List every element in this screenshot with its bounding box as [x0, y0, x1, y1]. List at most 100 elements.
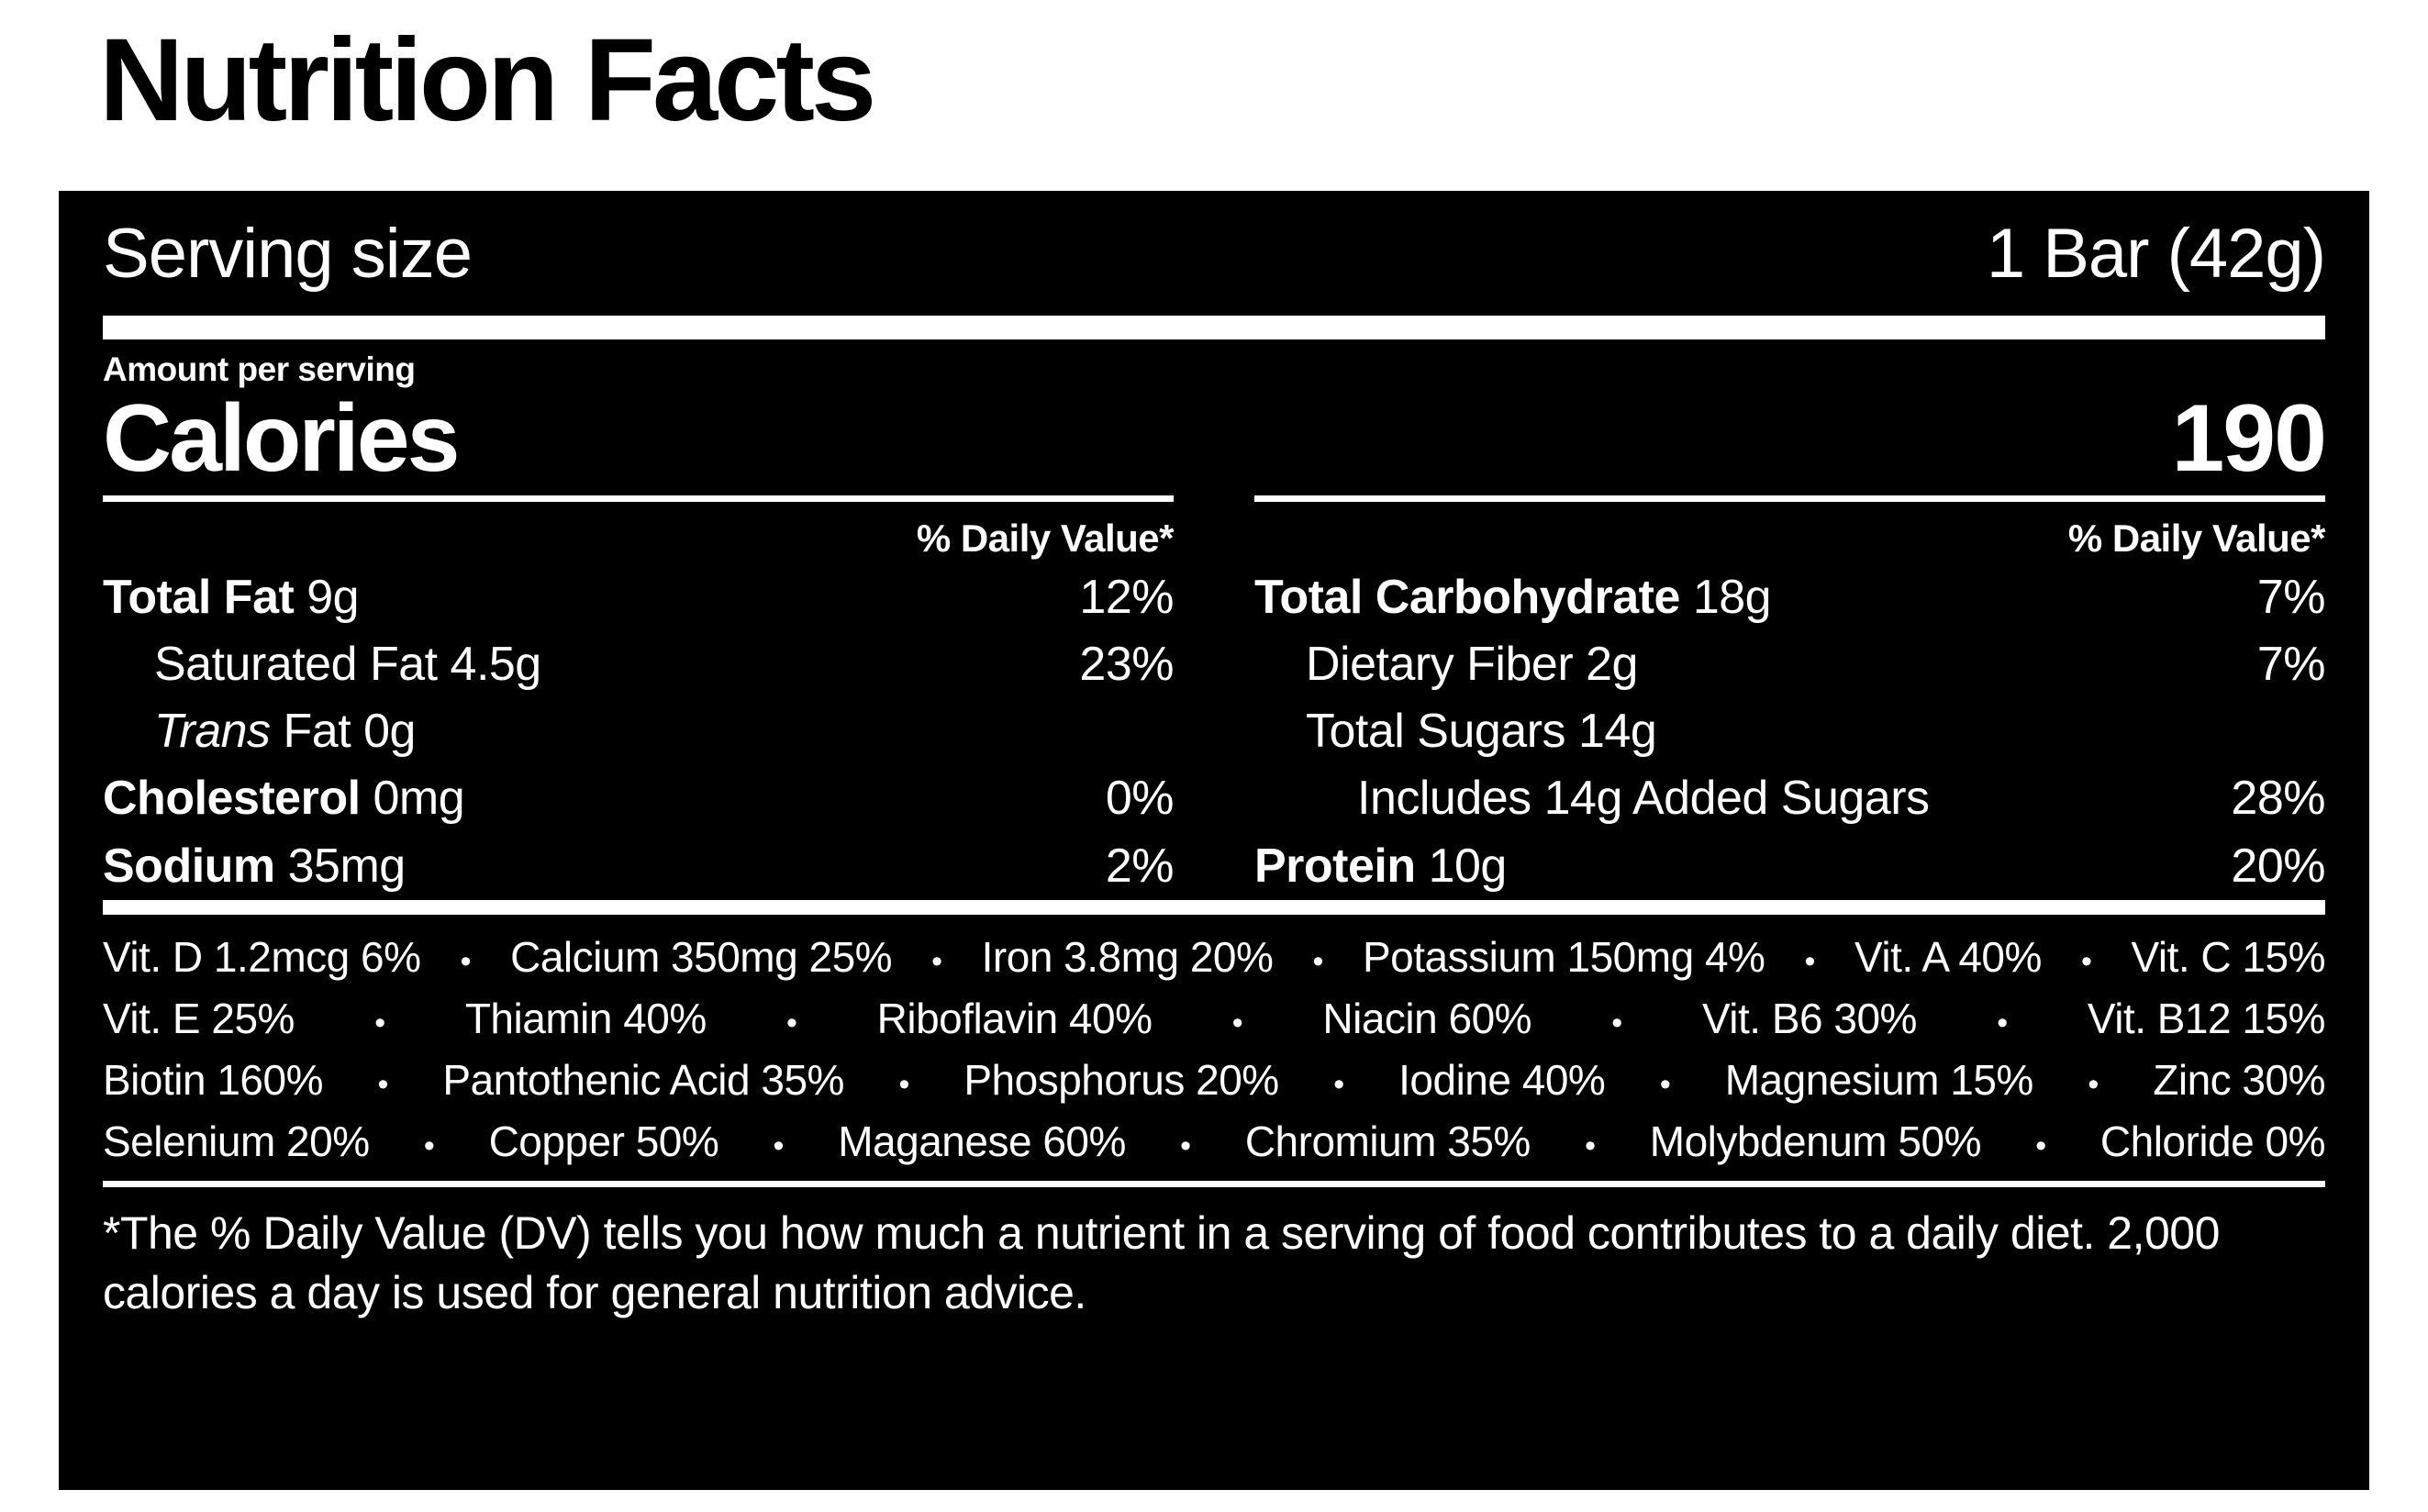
vitamin-mineral-grid: Vit. D 1.2mcg 6% • Calcium 350mg 25% • Iron …: [103, 915, 2325, 1181]
nutrient-name: Total Sugars 14g: [1306, 705, 1657, 759]
right-nutrient-rows: Total Carbohydrate 18g 7% Dietary Fiber 2g…: [1254, 564, 2326, 900]
serving-size-label: Serving size: [103, 214, 473, 293]
vitamin-item: Vit. B6 30%: [1701, 994, 1918, 1042]
vitamin-item: Iodine 40%: [1398, 1055, 1606, 1104]
bullet-separator: •: [2035, 1128, 2046, 1163]
nutrient-daily-value: 28%: [2231, 772, 2325, 826]
daily-value-footnote: *The % Daily Value (DV) tells you how mu…: [103, 1206, 2220, 1318]
vitamin-item: Vit. C 15%: [2131, 932, 2326, 981]
vitamin-item: Maganese 60%: [838, 1117, 1126, 1165]
nutrient-daily-value: 23%: [1079, 638, 1174, 692]
amount-per-serving-label: Amount per serving: [103, 350, 416, 388]
bullet-separator: •: [1804, 943, 1816, 979]
vitamin-item: Biotin 160%: [103, 1055, 324, 1104]
nutrient-name: Total Carbohydrate 18g: [1254, 571, 1772, 624]
bullet-separator: •: [1611, 1005, 1622, 1040]
nutrient-daily-value: 7%: [2256, 571, 2326, 624]
bullet-separator: •: [1231, 1005, 1243, 1040]
nutrient-row: Dietary Fiber 2g 7%: [1254, 631, 2326, 698]
daily-value-header-left: % Daily Value*: [916, 517, 1175, 560]
nutrition-panel: Serving size 1 Bar (42g) Amount per serv…: [59, 191, 2369, 1490]
vitamin-item: Chromium 35%: [1244, 1117, 1531, 1165]
vitamin-item: Vit. D 1.2mcg 6%: [103, 932, 421, 981]
vitamin-item: Riboflavin 40%: [876, 994, 1153, 1042]
nutrient-columns: % Daily Value* Total Fat 9g 12% Saturated …: [103, 495, 2326, 900]
nutrient-name: Dietary Fiber 2g: [1306, 638, 1638, 692]
vitamin-row: Vit. D 1.2mcg 6% • Calcium 350mg 25% • Iron …: [103, 926, 2325, 987]
nutrient-daily-value: 0%: [1105, 772, 1175, 826]
vitamin-row: Biotin 160% • Pantothenic Acid 35% • Phospho…: [103, 1049, 2325, 1110]
vitamin-item: Zinc 30%: [2153, 1055, 2325, 1104]
vitamin-item: Thiamin 40%: [464, 994, 707, 1042]
bullet-separator: •: [1312, 943, 1323, 979]
bullet-separator: •: [1585, 1128, 1596, 1163]
bullet-separator: •: [377, 1066, 389, 1102]
nutrient-name: Cholesterol 0mg: [103, 772, 465, 826]
bullet-separator: •: [1180, 1128, 1191, 1163]
vitamin-item: Phosphorus 20%: [963, 1055, 1279, 1104]
bullet-separator: •: [2081, 943, 2092, 979]
nutrient-daily-value: 2%: [1105, 839, 1175, 893]
nutrient-column-right: % Daily Value* Total Carbohydrate 18g 7% D…: [1214, 495, 2326, 900]
bullet-separator: •: [1997, 1005, 2008, 1040]
bullet-separator: •: [374, 1005, 385, 1040]
nutrient-row: Trans Fat 0g: [103, 698, 1174, 765]
divider-thin-1: [103, 1180, 2325, 1187]
divider-right-top: [1254, 495, 2325, 502]
bullet-separator: •: [1659, 1066, 1671, 1102]
vitamin-item: Iron 3.8mg 20%: [981, 932, 1274, 981]
nutrient-row: Includes 14g Added Sugars 28%: [1254, 765, 2325, 832]
vitamin-item: Magnesium 15%: [1724, 1055, 2034, 1104]
nutrient-row: Protein 10g 20%: [1254, 833, 2325, 900]
nutrient-row: Saturated Fat 4.5g 23%: [103, 631, 1174, 698]
bullet-separator: •: [786, 1005, 797, 1040]
vitamin-row: Selenium 20% • Copper 50% • Maganese 60% • Chr…: [103, 1110, 2325, 1172]
vitamin-item: Vit. E 25%: [103, 994, 295, 1042]
nutrient-row: Sodium 35mg 2%: [103, 833, 1175, 900]
nutrient-daily-value: 12%: [1079, 571, 1174, 624]
serving-size-value: 1 Bar (42g): [1986, 214, 2326, 293]
vitamin-item: Vit. A 40%: [1854, 932, 2042, 981]
calories-value: 190: [2171, 385, 2327, 492]
vitamin-item: Molybdenum 50%: [1649, 1117, 1982, 1165]
bullet-separator: •: [931, 943, 942, 979]
vitamin-row: Vit. E 25% • Thiamin 40% • Riboflavin 40% • Ni…: [103, 987, 2325, 1049]
vitamin-item: Chloride 0%: [2099, 1117, 2326, 1165]
vitamin-item: Copper 50%: [488, 1117, 719, 1165]
left-nutrient-rows: Total Fat 9g 12% Saturated Fat 4.5g 23% Tran…: [103, 564, 1175, 900]
nutrient-name: Sodium 35mg: [103, 839, 406, 893]
nutrient-row: Total Carbohydrate 18g 7%: [1254, 564, 2326, 631]
calories-label: Calories: [103, 385, 460, 492]
divider-thick-2: [103, 899, 2325, 915]
page-title: Nutrition Facts: [99, 15, 876, 146]
nutrient-row: Cholesterol 0mg 0%: [103, 765, 1175, 832]
divider-left-top: [103, 495, 1174, 502]
divider-thick-1: [103, 316, 2325, 339]
calories-row: Calories 190: [103, 385, 2327, 495]
nutrient-name: Saturated Fat 4.5g: [154, 638, 541, 692]
daily-value-header-right: % Daily Value*: [2067, 517, 2326, 560]
nutrient-name: Total Fat 9g: [103, 571, 360, 624]
nutrient-daily-value: 20%: [2231, 839, 2325, 893]
vitamin-item: Potassium 150mg 4%: [1362, 932, 1765, 981]
vitamin-item: Selenium 20%: [103, 1117, 370, 1165]
serving-size-row: Serving size 1 Bar (42g): [103, 191, 2326, 316]
nutrient-row: Total Fat 9g 12%: [103, 564, 1174, 631]
nutrient-name: Trans Fat 0g: [154, 705, 416, 759]
vitamin-item: Pantothenic Acid 35%: [442, 1055, 844, 1104]
bullet-separator: •: [1333, 1066, 1344, 1102]
vitamin-item: Niacin 60%: [1322, 994, 1532, 1042]
vitamin-item: Calcium 350mg 25%: [510, 932, 893, 981]
vitamin-item: Vit. B12 15%: [2087, 994, 2326, 1042]
nutrient-row: Total Sugars 14g: [1254, 698, 2325, 765]
bullet-separator: •: [773, 1128, 785, 1163]
bullet-separator: •: [423, 1128, 435, 1163]
bullet-separator: •: [898, 1066, 909, 1102]
nutrient-name: Includes 14g Added Sugars: [1357, 772, 1930, 826]
bullet-separator: •: [460, 943, 472, 979]
nutrient-daily-value: 7%: [2256, 638, 2326, 692]
bullet-separator: •: [2088, 1066, 2099, 1102]
nutrient-column-left: % Daily Value* Total Fat 9g 12% Saturated …: [103, 495, 1214, 900]
nutrient-name: Protein 10g: [1254, 839, 1507, 893]
